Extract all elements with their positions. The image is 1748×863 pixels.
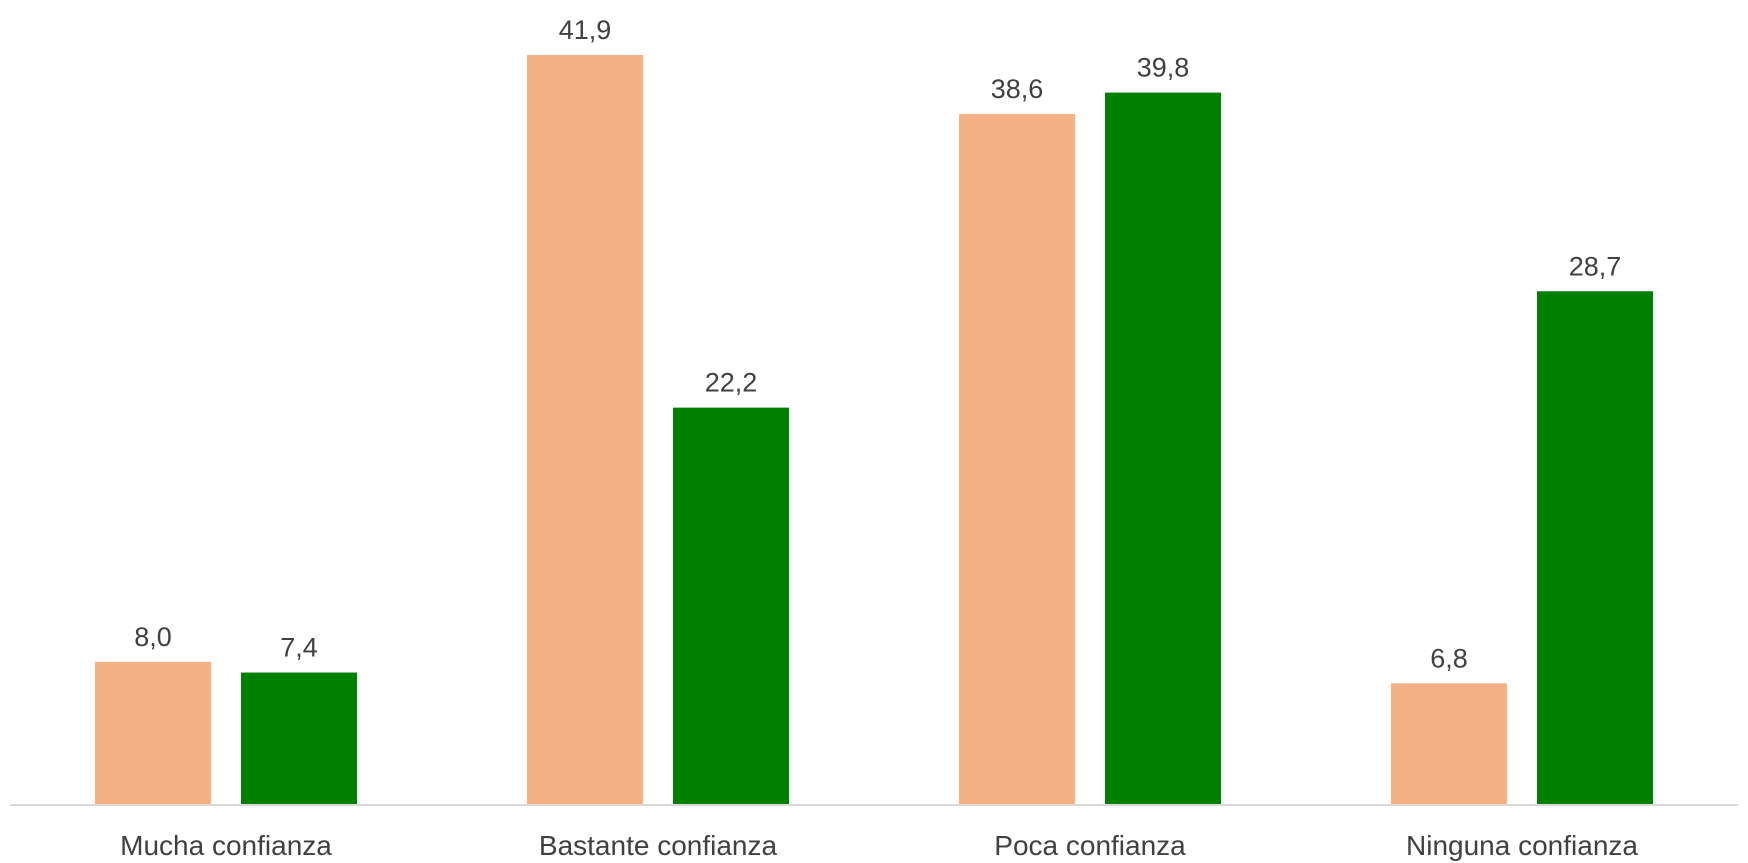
bars-group [95,54,1653,806]
category-labels-group: Mucha confianza Bastante confianza Poca co… [120,830,1638,861]
category-label-2: Poca confianza [994,830,1186,861]
data-label-2-1: 39,8 [1137,53,1190,83]
data-label-2-0: 38,6 [991,74,1044,104]
category-label-0: Mucha confianza [120,830,332,861]
bar-0-0 [95,661,211,805]
bar-0-1 [241,672,357,805]
data-label-3-1: 28,7 [1569,251,1622,281]
data-label-1-0: 41,9 [559,15,612,45]
category-label-3: Ninguna confianza [1406,830,1638,861]
bar-3-1 [1537,291,1653,805]
bar-3-0 [1391,683,1507,805]
data-label-0-0: 8,0 [134,622,172,652]
bar-2-1 [1105,92,1221,805]
bar-1-0 [527,54,643,806]
bar-2-0 [959,114,1075,805]
data-label-0-1: 7,4 [280,633,318,663]
data-label-1-1: 22,2 [705,368,758,398]
bar-1-1 [673,407,789,805]
data-label-3-0: 6,8 [1430,643,1468,673]
data-labels-group: 8,0 7,4 41,9 22,2 38,6 39,8 6,8 28,7 [134,15,1621,673]
category-label-1: Bastante confianza [539,830,778,861]
